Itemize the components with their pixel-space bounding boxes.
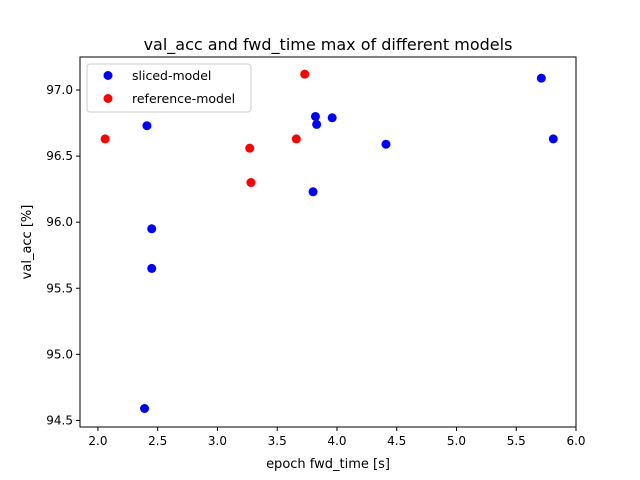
sliced-model-point [536, 73, 546, 83]
chart-title: val_acc and fwd_time max of different mo… [144, 35, 513, 55]
y-axis-label: val_acc [%] [20, 205, 35, 280]
sliced-model-point [140, 404, 150, 413]
x-axis-label: epoch fwd_time [s] [266, 457, 390, 472]
x-tick-label: 4.0 [327, 434, 346, 448]
y-tick-label: 96.0 [46, 215, 73, 229]
x-tick-label: 3.5 [268, 434, 287, 448]
x-tick-label: 5.0 [447, 434, 466, 448]
sliced-model-point [310, 111, 320, 121]
y-tick-label: 94.5 [46, 413, 73, 427]
sliced-model-point [548, 134, 558, 144]
plot-area [79, 56, 577, 428]
x-tick-label: 2.5 [148, 434, 167, 448]
y-tick-label: 97.0 [46, 83, 73, 97]
sliced-model-point [327, 113, 337, 123]
reference-model-point [246, 178, 256, 188]
legend-label-reference-model: reference-model [132, 91, 235, 106]
reference-model-point [100, 134, 110, 144]
x-tick-label: 3.0 [208, 434, 227, 448]
sliced-model-point [381, 139, 391, 149]
reference-model-point [245, 143, 255, 153]
x-tick-label: 5.5 [507, 434, 526, 448]
legend: sliced-model reference-model [86, 63, 252, 113]
sliced-model-point [312, 119, 322, 129]
legend-marker-reference-model [103, 94, 113, 103]
sliced-model-point [308, 187, 318, 197]
legend-label-sliced-model: sliced-model [132, 68, 211, 83]
data-points [100, 69, 558, 413]
y-tick-label: 96.5 [46, 149, 73, 163]
sliced-model-point [142, 121, 152, 131]
legend-box [86, 63, 252, 113]
x-tick-label: 4.5 [387, 434, 406, 448]
x-tick-label: 2.0 [88, 434, 107, 448]
reference-model-point [291, 134, 301, 144]
x-tick-label: 6.0 [566, 434, 585, 448]
legend-marker-sliced-model [103, 71, 113, 80]
reference-model-point [300, 69, 310, 79]
sliced-model-point [147, 263, 157, 273]
sliced-model-point [147, 224, 157, 234]
y-axis: 94.5 95.0 95.5 96.0 96.5 97.0 [46, 83, 80, 427]
x-axis: 2.0 2.5 3.0 3.5 4.0 4.5 5.0 5.5 6.0 [88, 427, 586, 448]
y-tick-label: 95.5 [46, 281, 73, 295]
y-tick-label: 95.0 [46, 347, 73, 361]
